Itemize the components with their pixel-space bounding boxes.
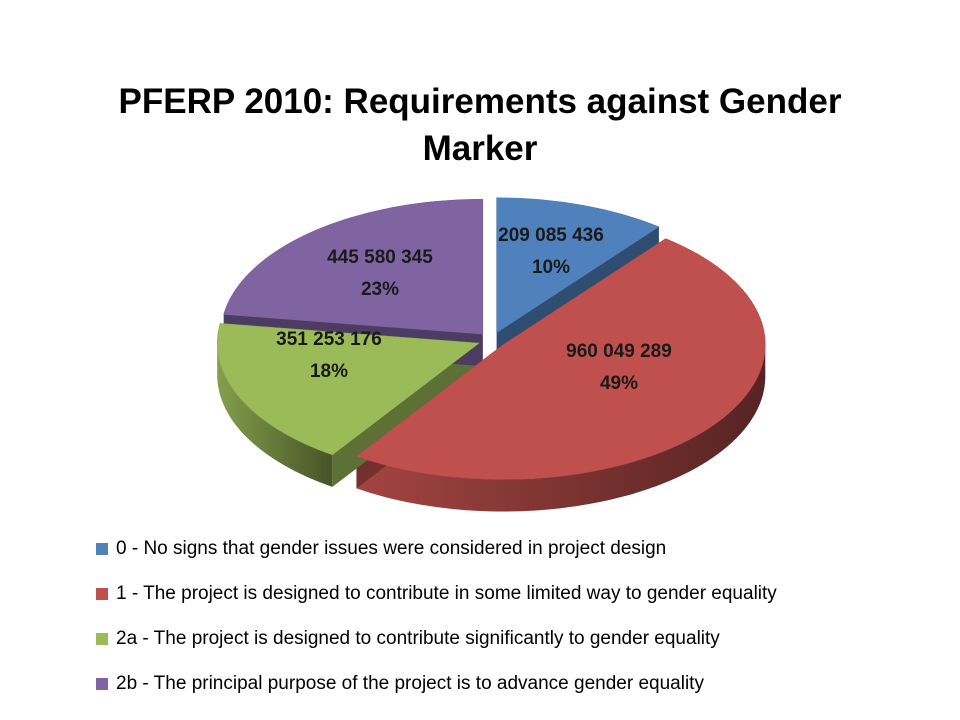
slice-percent-label: 49% — [600, 373, 638, 394]
legend-label: 1 - The project is designed to contribut… — [116, 582, 777, 604]
legend-label: 2b - The principal purpose of the projec… — [116, 672, 704, 694]
slice-value-label: 351 253 176 — [276, 329, 382, 350]
slice-value-label: 209 085 436 — [498, 225, 604, 246]
legend-item: 1 - The project is designed to contribut… — [96, 571, 916, 616]
legend-swatch — [96, 632, 108, 645]
slice-value-label: 445 580 345 — [327, 247, 433, 268]
legend-item: 2a - The project is designed to contribu… — [96, 616, 916, 661]
legend-item: 0 - No signs that gender issues were con… — [96, 526, 916, 571]
pie-side-2a — [217, 343, 333, 487]
legend-swatch — [96, 542, 108, 555]
legend-label: 2a - The project is designed to contribu… — [116, 627, 720, 649]
pie-side-1 — [356, 344, 766, 512]
slice-percent-label: 18% — [310, 361, 348, 382]
pie-slice-2a — [216, 323, 480, 456]
pie-slice-2b — [223, 198, 484, 335]
legend-item: 2b - The principal purpose of the projec… — [96, 661, 916, 706]
legend-label: 0 - No signs that gender issues were con… — [116, 537, 667, 559]
legend: 0 - No signs that gender issues were con… — [96, 526, 916, 706]
slice-percent-label: 23% — [361, 279, 399, 300]
legend-swatch — [96, 587, 108, 600]
legend-swatch — [96, 677, 108, 690]
pie-slice-1 — [355, 238, 766, 480]
slice-value-label: 960 049 289 — [566, 341, 672, 362]
slice-percent-label: 10% — [532, 257, 570, 278]
pie-slice-0 — [496, 197, 660, 334]
chart-title: PFERP 2010: Requirements against Gender … — [118, 82, 842, 168]
